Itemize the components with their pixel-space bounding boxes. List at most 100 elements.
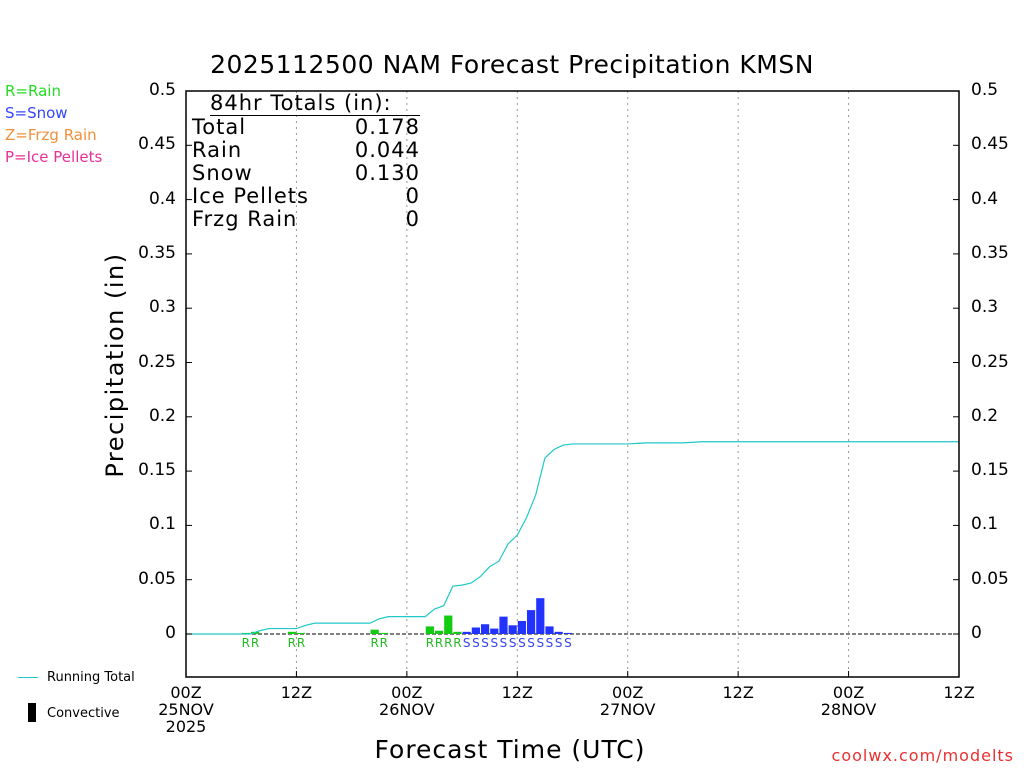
x-tick-label: 12Z [266, 684, 326, 735]
x-tick-label-line: 00Z [612, 683, 644, 702]
precip-type-label: S [463, 636, 471, 650]
precip-legend-item: Z=Frzg Rain [5, 126, 97, 144]
totals-label: Rain [192, 138, 243, 162]
y-tick-label-left: 0.15 [138, 460, 176, 481]
totals-value: 0.044 [354, 138, 420, 162]
y-tick-label-right: 0.4 [971, 188, 999, 209]
x-tick-label-line [487, 718, 547, 735]
y-tick-label-left: 0.35 [138, 242, 176, 263]
x-tick-label-line: 12Z [943, 683, 975, 702]
x-tick-label-line: 00Z [391, 683, 423, 702]
x-tick-label: 12Z [929, 684, 989, 735]
precip-bar [545, 626, 554, 634]
totals-label: Snow [192, 161, 253, 185]
precip-bar [563, 632, 572, 634]
precip-bar [554, 631, 563, 634]
running-total-legend-label: Running Total [47, 670, 135, 685]
x-tick-label-line: 25NOV [158, 700, 214, 719]
totals-label: Ice Pellets [192, 184, 309, 208]
precip-bar [379, 632, 388, 634]
totals-value: 0 [405, 207, 420, 231]
precip-type-label: R [242, 636, 250, 650]
x-tick-label-line: 12Z [280, 683, 313, 702]
x-tick-label: 00Z 28NOV [819, 684, 879, 735]
precip-legend-item: R=Rain [5, 82, 61, 100]
y-tick-label-left: 0.25 [138, 351, 176, 372]
precip-type-label: S [500, 636, 508, 650]
precip-bar [287, 631, 296, 634]
precip-type-label: S [546, 636, 554, 650]
y-tick-label-right: 0.25 [971, 351, 1009, 372]
precip-type-label: R [426, 636, 434, 650]
x-tick-label: 00Z 27NOV [598, 684, 658, 735]
x-tick-label-line: 00Z [170, 683, 202, 702]
precip-type-label: R [435, 636, 443, 650]
x-tick-label-line [487, 701, 547, 718]
y-tick-label-left: 0.5 [148, 80, 176, 100]
totals-heading: 84hr Totals (in): [210, 92, 420, 116]
precip-bar [425, 626, 434, 634]
precip-bar [526, 610, 536, 634]
y-tick-label-right: 0.05 [971, 568, 1009, 589]
totals-box: 84hr Totals (in): Total 0.178 Rain 0.044 S… [192, 92, 420, 231]
totals-value: 0.178 [354, 115, 420, 139]
x-tick-label-line [929, 701, 989, 718]
precip-bar [296, 632, 306, 634]
precip-bar [471, 627, 480, 634]
x-tick-label-line [377, 718, 437, 735]
precip-type-label: R [297, 636, 305, 650]
y-tick-label-left: 0.4 [148, 188, 176, 209]
totals-label: Total [192, 115, 247, 139]
x-tick-label-line: 00Z [832, 683, 865, 702]
precip-type-label: R [380, 636, 388, 650]
precip-type-label: S [518, 636, 526, 650]
x-tick-label: 12Z [487, 684, 547, 735]
precip-bar [499, 616, 508, 634]
precip-type-label: S [527, 636, 535, 650]
precip-type-label: R [251, 636, 259, 650]
y-tick-label-right: 0.2 [971, 405, 999, 426]
totals-row-frzg-rain: Frzg Rain 0 [192, 208, 420, 231]
x-tick-label-line: 12Z [501, 683, 533, 702]
y-tick-label-right: 0 [971, 623, 982, 643]
y-tick-label-right: 0.35 [971, 242, 1009, 263]
x-tick-label: 00Z 25NOV 2025 [156, 684, 216, 735]
y-tick-label-right: 0.1 [971, 514, 999, 535]
totals-value: 0 [405, 184, 420, 208]
totals-row-total: Total 0.178 [192, 116, 420, 139]
running-total-legend-line [18, 677, 38, 678]
precip-type-label: S [509, 636, 517, 650]
precip-bar [444, 615, 453, 634]
y-tick-label-left: 0.2 [148, 405, 176, 426]
y-tick-label-right: 0.5 [971, 80, 999, 100]
x-tick-label: 00Z 26NOV [377, 684, 437, 735]
x-tick-label-line [266, 718, 326, 735]
precip-type-label: S [536, 636, 544, 650]
precip-type-label: R [288, 636, 296, 650]
totals-row-ice-pellets: Ice Pellets 0 [192, 185, 420, 208]
precip-bar [490, 628, 499, 634]
x-tick-label: 12Z [708, 684, 768, 735]
x-tick-label-line: 26NOV [379, 700, 435, 719]
convective-legend-label: Convective [47, 706, 120, 721]
y-tick-label-right: 0.15 [971, 460, 1009, 481]
y-tick-label-left: 0 [165, 623, 176, 643]
x-tick-label-line [819, 718, 879, 735]
chart-title: 2025112500 NAM Forecast Precipitation KM… [210, 50, 814, 79]
precip-type-label: S [490, 636, 498, 650]
y-tick-label-left: 0.05 [138, 568, 176, 589]
x-tick-label-line: 2025 [165, 717, 207, 736]
y-tick-label-left: 0.3 [148, 297, 176, 318]
precip-legend-item: S=Snow [5, 104, 68, 122]
x-tick-label-line [708, 718, 768, 735]
precip-type-label: S [472, 636, 480, 650]
precip-type-label: R [453, 636, 461, 650]
precip-bar [453, 631, 462, 634]
totals-row-rain: Rain 0.044 [192, 139, 420, 162]
x-axis-label: Forecast Time (UTC) [374, 735, 646, 764]
running-total-line [186, 441, 959, 635]
plot-frame [185, 90, 960, 678]
precip-legend-item: P=Ice Pellets [5, 148, 103, 166]
x-tick-label-line [598, 718, 658, 735]
